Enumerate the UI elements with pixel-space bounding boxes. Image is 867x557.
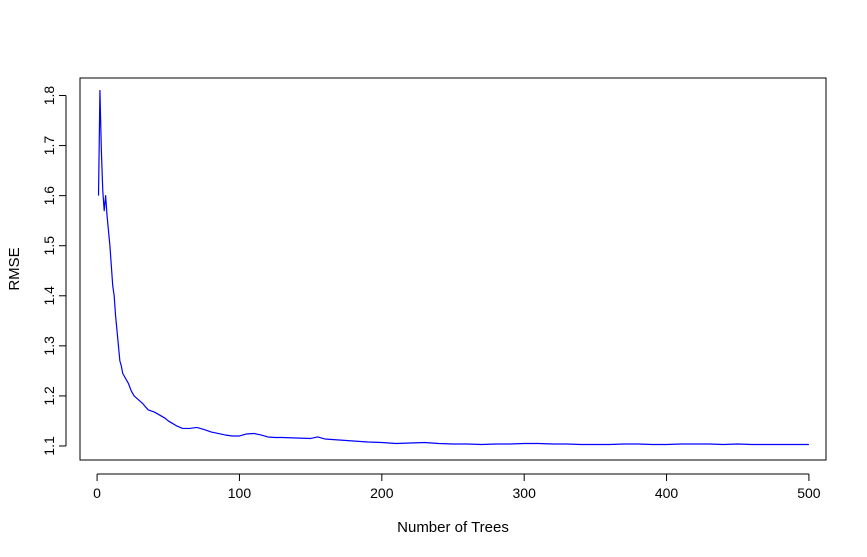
- y-axis-title: RMSE: [6, 247, 23, 290]
- x-tick-label: 100: [228, 485, 252, 501]
- series-layer: [97, 89, 809, 446]
- plot-box: [79, 77, 827, 461]
- y-tick-label: 1.4: [41, 286, 57, 306]
- y-tick-label: 1.3: [41, 336, 57, 356]
- rmse-series-line: [97, 89, 809, 446]
- x-axis: 0 100 200 300 400 500: [93, 473, 821, 501]
- x-tick-label: 200: [370, 485, 394, 501]
- x-tick-label: 0: [93, 485, 101, 501]
- y-tick-label: 1.5: [41, 236, 57, 256]
- y-tick-label: 1.8: [41, 86, 57, 106]
- y-tick-label: 1.6: [41, 186, 57, 206]
- y-axis: 1.1 1.2 1.3 1.4 1.5 1.6 1.7 1.8: [41, 86, 67, 456]
- x-axis-title: Number of Trees: [397, 519, 509, 536]
- x-tick-label: 300: [513, 485, 537, 501]
- x-tick-label: 400: [655, 485, 679, 501]
- y-tick-label: 1.2: [41, 386, 57, 406]
- x-tick-label: 500: [797, 485, 821, 501]
- y-tick-label: 1.1: [41, 436, 57, 456]
- y-tick-label: 1.7: [41, 136, 57, 156]
